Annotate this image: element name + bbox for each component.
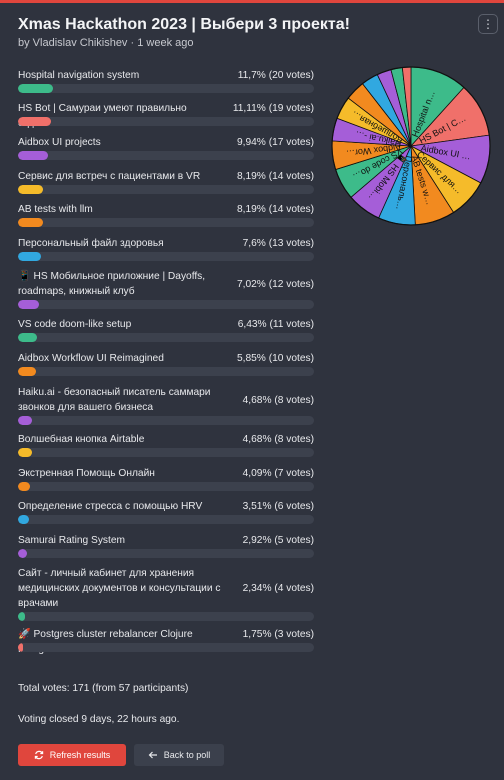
poll-option-bar-fill — [18, 300, 39, 309]
refresh-results-label: Refresh results — [49, 750, 111, 760]
poll-option: Aidbox UI projects 9,94% (17 votes) — [18, 135, 314, 161]
poll-option-bar-track — [18, 185, 314, 194]
poll-option-label: Определение стресса с помощью HRV — [18, 501, 203, 512]
poll-option-label: Сайт - личный кабинет для хранения медиц… — [18, 568, 221, 609]
poll-option-label: Персональный файл здоровья — [18, 238, 164, 249]
poll-option-bar-fill — [18, 218, 43, 227]
refresh-icon — [34, 750, 43, 760]
refresh-results-button[interactable]: Refresh results — [18, 744, 126, 766]
poll-option-label: 📱 HS Мобильное приложние | Dayoffs, road… — [18, 271, 206, 297]
poll-option-votes: 11,11% (19 votes) — [232, 103, 314, 114]
poll-option-bar-track — [18, 367, 314, 376]
poll-option-bar-track — [18, 549, 314, 558]
poll-option-votes: 8,19% (14 votes) — [236, 204, 314, 215]
poll-option: Haiku.ai - безопасный писатель саммари з… — [18, 385, 314, 426]
poll-option: VS code doom-like setup 6,43% (11 votes) — [18, 317, 314, 343]
poll-option-votes: 11,7% (20 votes) — [237, 70, 314, 81]
poll-option-bar-fill — [18, 515, 29, 524]
poll-option-bar-fill — [18, 185, 43, 194]
top-accent-bar — [0, 0, 504, 3]
poll-option: Samurai Rating System 2,92% (5 votes) — [18, 533, 314, 559]
poll-option-bar-fill — [18, 367, 36, 376]
poll-option-votes: 7,02% (12 votes) — [236, 278, 314, 290]
poll-option-bar-track — [18, 117, 314, 126]
poll-option-label: 🚀 Postgres cluster rebalancer Clojure Po… — [18, 629, 193, 655]
poll-option: Персональный файл здоровья 7,6% (13 votes… — [18, 236, 314, 262]
poll-option: Aidbox Workflow UI Reimagined 5,85% (10 v… — [18, 351, 314, 377]
poll-option-bar-fill — [18, 549, 27, 558]
poll-option-bar-track — [18, 643, 314, 652]
poll-option-bar-fill — [18, 612, 25, 621]
poll-option-votes: 2,34% (4 votes) — [242, 583, 314, 594]
poll-option: Экстренная Помощь Онлайн 4,09% (7 votes) — [18, 466, 314, 492]
poll-option-bar-track — [18, 333, 314, 342]
poll-option-label: Aidbox UI projects — [18, 137, 101, 148]
poll-option-votes: 4,68% (8 votes) — [242, 434, 314, 445]
poll-option-bar-fill — [18, 333, 37, 342]
poll-option-votes: 9,94% (17 votes) — [236, 137, 314, 148]
arrow-left-icon — [148, 751, 157, 759]
poll-option-votes: 6,43% (11 votes) — [237, 319, 314, 330]
poll-option-bar-track — [18, 515, 314, 524]
poll-option: Определение стресса с помощью HRV 3,51% (… — [18, 499, 314, 525]
poll-option-votes: 4,68% (8 votes) — [242, 394, 314, 406]
poll-option: Hospital navigation system 11,7% (20 vote… — [18, 68, 314, 94]
poll-option-bar-fill — [18, 117, 51, 126]
poll-byline: by Vladislav Chikishev · 1 week ago — [18, 37, 194, 49]
poll-option-bar-track — [18, 416, 314, 425]
poll-option-votes: 7,6% (13 votes) — [242, 238, 314, 249]
poll-option-bar-fill — [18, 416, 32, 425]
more-options-button[interactable]: ⋮ — [478, 14, 498, 34]
poll-option-bar-fill — [18, 151, 48, 160]
poll-option-bar-fill — [18, 448, 32, 457]
pie-outline — [331, 66, 491, 226]
poll-option-bar-fill — [18, 252, 41, 261]
poll-option: 🚀 Postgres cluster rebalancer Clojure Po… — [18, 627, 314, 655]
poll-option-votes: 1,75% (3 votes) — [242, 629, 314, 640]
poll-option-bar-fill — [18, 482, 30, 491]
poll-option: Сервис для встреч с пациентами в VR 8,19%… — [18, 169, 314, 195]
poll-option-bar-fill — [18, 643, 23, 652]
poll-option: Сайт - личный кабинет для хранения медиц… — [18, 566, 314, 622]
poll-option-label: Сервис для встреч с пациентами в VR — [18, 171, 201, 182]
poll-option-votes: 2,92% (5 votes) — [242, 535, 314, 546]
poll-option: 📱 HS Мобильное приложние | Dayoffs, road… — [18, 269, 314, 310]
poll-option-votes: 5,85% (10 votes) — [236, 353, 314, 364]
poll-option-label: Aidbox Workflow UI Reimagined — [18, 353, 164, 364]
poll-option-bar-fill — [18, 84, 53, 93]
poll-option-bar-track — [18, 482, 314, 491]
more-dots-icon: ⋮ — [482, 17, 494, 31]
poll-option-votes: 3,51% (6 votes) — [242, 501, 314, 512]
poll-option-bar-track — [18, 612, 314, 621]
total-votes: Total votes: 171 (from 57 participants) — [18, 683, 189, 694]
poll-option-votes: 8,19% (14 votes) — [236, 171, 314, 182]
votes-pie-chart: Hospital n…HS Bot | C…Aidbox UI …Сервис … — [331, 66, 491, 226]
poll-option-label: Волшебная кнопка Airtable — [18, 434, 145, 445]
back-to-poll-label: Back to poll — [163, 750, 211, 760]
poll-option-label: Hospital navigation system — [18, 70, 140, 81]
poll-option-bar-track — [18, 448, 314, 457]
poll-option-label: AB tests with llm — [18, 204, 93, 215]
poll-option-label: Haiku.ai - безопасный писатель саммари з… — [18, 387, 211, 413]
poll-option-label: VS code doom-like setup — [18, 319, 132, 330]
poll-option-bar-track — [18, 300, 314, 309]
poll-option-bar-track — [18, 252, 314, 261]
poll-option-label: Экстренная Помощь Онлайн — [18, 468, 155, 479]
poll-option-bar-track — [18, 84, 314, 93]
poll-option: Волшебная кнопка Airtable 4,68% (8 votes) — [18, 432, 314, 458]
poll-option-votes: 4,09% (7 votes) — [242, 468, 314, 479]
voting-closed-status: Voting closed 9 days, 22 hours ago. — [18, 714, 180, 725]
poll-option: HS Bot | Самураи умеют правильно отдыхат… — [18, 101, 314, 129]
poll-option-bar-track — [18, 151, 314, 160]
poll-title: Xmas Hackathon 2023 | Выбери 3 проекта! — [18, 16, 350, 33]
poll-option: AB tests with llm 8,19% (14 votes) — [18, 202, 314, 228]
poll-option-bar-track — [18, 218, 314, 227]
poll-option-label: Samurai Rating System — [18, 535, 126, 546]
poll-option-label: HS Bot | Самураи умеют правильно отдыхат… — [18, 103, 187, 129]
back-to-poll-button[interactable]: Back to poll — [134, 744, 224, 766]
